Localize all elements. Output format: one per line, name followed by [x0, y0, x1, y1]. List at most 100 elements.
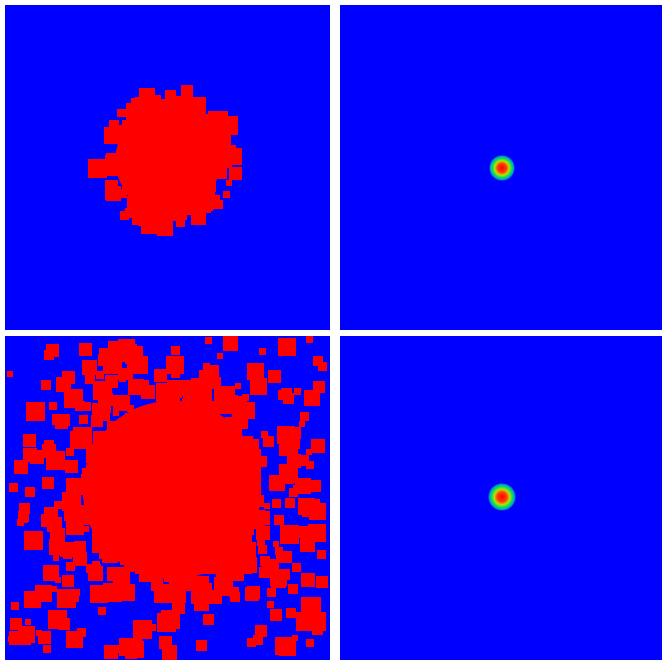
cluster-cell — [213, 118, 231, 136]
cluster-cell — [225, 148, 242, 165]
cluster-cell — [49, 539, 65, 555]
cluster-cell — [232, 402, 249, 419]
cluster-cell — [83, 526, 89, 532]
cluster-cell — [119, 191, 125, 197]
cluster-cell — [247, 586, 260, 599]
cluster-cell — [104, 538, 113, 547]
cluster-cell — [103, 355, 122, 374]
cluster-cell — [127, 405, 134, 412]
cluster-cell — [297, 526, 309, 538]
cluster-cell — [197, 555, 216, 574]
cluster-cell — [54, 501, 62, 509]
cluster-cell — [150, 95, 161, 106]
cluster-cell — [115, 544, 125, 554]
concentration-spot — [489, 155, 515, 181]
cluster-cell — [278, 338, 296, 356]
cluster-cell — [134, 539, 145, 550]
cluster-cell — [159, 420, 173, 434]
cluster-cell — [149, 624, 156, 631]
cluster-cell — [11, 602, 19, 610]
cluster-cell — [26, 402, 45, 421]
cluster-cell — [14, 460, 28, 474]
cluster-cell — [235, 383, 241, 389]
cluster-cell — [9, 483, 18, 492]
cluster-cell — [25, 619, 31, 625]
cluster-cell — [313, 356, 323, 366]
cluster-cell — [306, 597, 321, 612]
cluster-cell — [172, 601, 185, 614]
cluster-cell — [66, 478, 83, 495]
cluster-cell — [47, 517, 62, 532]
cluster-cell — [90, 514, 102, 526]
cluster-cell — [153, 117, 162, 126]
cluster-cell — [83, 517, 89, 523]
cluster-cell — [131, 174, 137, 180]
cluster-cell — [304, 390, 320, 406]
cluster-cell — [106, 153, 119, 166]
cluster-cell — [108, 129, 123, 144]
cluster-cell — [27, 537, 34, 544]
cluster-cell — [73, 493, 80, 500]
cluster-cell — [159, 636, 172, 649]
cluster-cell — [234, 436, 242, 444]
cluster-cell — [124, 149, 137, 162]
cluster-cell — [153, 568, 160, 575]
cluster-cell — [106, 465, 113, 472]
cluster-cell — [119, 375, 126, 382]
cluster-cell — [216, 563, 232, 579]
cluster-cell — [66, 448, 74, 456]
cluster-cell — [276, 551, 288, 563]
cluster-cell — [154, 590, 167, 603]
cluster-cell — [217, 353, 223, 359]
cluster-cell — [43, 645, 51, 653]
cluster-cell — [19, 503, 30, 514]
cluster-cell — [272, 499, 281, 508]
cluster-cell — [171, 111, 187, 127]
cluster-cell — [179, 190, 193, 204]
cluster-cell — [225, 386, 235, 396]
cluster-cell — [306, 336, 313, 343]
cluster-cell — [289, 488, 298, 497]
cluster-cell — [92, 561, 100, 569]
cluster-cell — [247, 638, 256, 647]
cluster-cell — [208, 436, 221, 449]
cluster-cell — [203, 363, 210, 370]
cluster-cell — [239, 475, 250, 486]
cluster-cell — [167, 584, 186, 603]
cluster-cell — [151, 579, 163, 591]
cluster-cell — [63, 550, 72, 559]
cluster-cell — [298, 615, 308, 625]
cluster-cell — [210, 401, 216, 407]
cluster-cell — [214, 577, 233, 596]
cluster-cell — [30, 450, 44, 464]
cluster-cell — [118, 584, 135, 601]
cluster-cell — [69, 548, 77, 556]
cluster-cell — [171, 346, 180, 355]
cluster-cell — [85, 374, 95, 384]
cluster-cell — [153, 102, 171, 120]
cluster-cell — [166, 356, 184, 374]
cluster-cell — [165, 90, 176, 101]
cluster-cell — [144, 204, 152, 212]
cluster-cell — [207, 134, 220, 147]
cluster-cell — [109, 120, 119, 130]
cluster-cell — [111, 457, 120, 466]
cluster-cell — [263, 436, 274, 447]
cluster-cell — [66, 631, 83, 648]
cluster-cell — [306, 639, 314, 647]
cluster-cell — [98, 494, 114, 510]
cluster-cell — [204, 187, 210, 193]
cluster-cell — [10, 618, 22, 630]
cluster-cell — [155, 195, 169, 209]
cluster-cell — [88, 159, 107, 178]
cluster-cell — [205, 337, 212, 344]
cluster-cell — [173, 416, 184, 427]
cluster-cell — [120, 557, 128, 565]
cluster-cell — [154, 369, 167, 382]
cluster-cell — [287, 454, 301, 468]
cluster-cell — [22, 636, 31, 645]
cluster-cell — [79, 343, 92, 356]
cluster-cell — [194, 596, 209, 611]
cluster-cell — [179, 562, 189, 572]
cluster-cell — [309, 480, 321, 492]
